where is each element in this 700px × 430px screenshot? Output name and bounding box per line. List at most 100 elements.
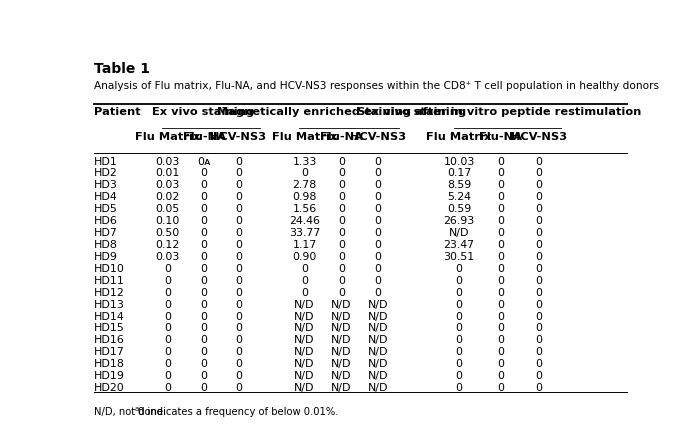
Text: 1.56: 1.56 <box>293 204 316 214</box>
Text: 0: 0 <box>338 288 345 298</box>
Text: 0: 0 <box>338 228 345 238</box>
Text: N/D: N/D <box>368 359 388 369</box>
Text: 0.10: 0.10 <box>155 216 180 226</box>
Text: 0ᴀ: 0ᴀ <box>197 157 211 166</box>
Text: 0: 0 <box>536 276 542 286</box>
Text: 0: 0 <box>234 276 241 286</box>
Text: 0: 0 <box>498 181 505 190</box>
Text: N/D: N/D <box>331 300 351 310</box>
Text: 0: 0 <box>536 300 542 310</box>
Text: 5.24: 5.24 <box>447 192 471 203</box>
Text: 0: 0 <box>234 359 241 369</box>
Text: 0: 0 <box>456 347 463 357</box>
Text: 0: 0 <box>374 204 382 214</box>
Text: HD18: HD18 <box>94 359 125 369</box>
Text: 0: 0 <box>498 240 505 250</box>
Text: 0: 0 <box>234 240 241 250</box>
Text: 26.93: 26.93 <box>444 216 475 226</box>
Text: HD7: HD7 <box>94 228 118 238</box>
Text: HD11: HD11 <box>94 276 125 286</box>
Text: 0: 0 <box>498 204 505 214</box>
Text: 0: 0 <box>374 252 382 262</box>
Text: 0: 0 <box>164 288 172 298</box>
Text: Patient: Patient <box>94 107 141 117</box>
Text: 0: 0 <box>234 169 241 178</box>
Text: HD15: HD15 <box>94 323 125 333</box>
Text: 0: 0 <box>164 323 172 333</box>
Text: 0: 0 <box>164 347 172 357</box>
Text: 0: 0 <box>234 216 241 226</box>
Text: Flu-NA: Flu-NA <box>183 132 225 142</box>
Text: 0: 0 <box>201 192 208 203</box>
Text: 0: 0 <box>498 276 505 286</box>
Text: 0: 0 <box>164 335 172 345</box>
Text: N/D: N/D <box>294 335 315 345</box>
Text: 0: 0 <box>456 288 463 298</box>
Text: Flu Matrix: Flu Matrix <box>135 132 200 142</box>
Text: 0: 0 <box>338 264 345 274</box>
Text: N/D: N/D <box>331 335 351 345</box>
Text: 0: 0 <box>498 216 505 226</box>
Text: 0: 0 <box>536 311 542 322</box>
Text: 0: 0 <box>234 371 241 381</box>
Text: HD8: HD8 <box>94 240 118 250</box>
Text: 0.02: 0.02 <box>155 192 180 203</box>
Text: HD13: HD13 <box>94 300 125 310</box>
Text: 23.47: 23.47 <box>444 240 475 250</box>
Text: 0: 0 <box>234 228 241 238</box>
Text: N/D: N/D <box>368 347 388 357</box>
Text: 0: 0 <box>234 204 241 214</box>
Text: 0: 0 <box>234 335 241 345</box>
Text: 0: 0 <box>374 216 382 226</box>
Text: N/D: N/D <box>368 371 388 381</box>
Text: 0: 0 <box>498 252 505 262</box>
Text: 0: 0 <box>164 371 172 381</box>
Text: HCV-NS3: HCV-NS3 <box>210 132 267 142</box>
Text: HCV-NS3: HCV-NS3 <box>350 132 406 142</box>
Text: 0: 0 <box>201 288 208 298</box>
Text: 0: 0 <box>536 264 542 274</box>
Text: HD5: HD5 <box>94 204 118 214</box>
Text: a: a <box>134 405 139 412</box>
Text: 0.03: 0.03 <box>155 181 180 190</box>
Text: 0: 0 <box>201 347 208 357</box>
Text: 0: 0 <box>234 347 241 357</box>
Text: N/D: N/D <box>368 383 388 393</box>
Text: 0: 0 <box>374 288 382 298</box>
Text: 0.90: 0.90 <box>293 252 316 262</box>
Text: HD1: HD1 <box>94 157 118 166</box>
Text: 0: 0 <box>201 204 208 214</box>
Text: 10.03: 10.03 <box>443 157 475 166</box>
Text: 0: 0 <box>374 157 382 166</box>
Text: 0: 0 <box>234 157 241 166</box>
Text: HCV-NS3: HCV-NS3 <box>511 132 567 142</box>
Text: 0: 0 <box>201 359 208 369</box>
Text: 8.59: 8.59 <box>447 181 471 190</box>
Text: 0: 0 <box>498 300 505 310</box>
Text: 0.03: 0.03 <box>155 157 180 166</box>
Text: 0: 0 <box>338 169 345 178</box>
Text: 0: 0 <box>456 359 463 369</box>
Text: 0: 0 <box>338 252 345 262</box>
Text: 0.98: 0.98 <box>293 192 316 203</box>
Text: N/D: N/D <box>331 383 351 393</box>
Text: 0: 0 <box>498 323 505 333</box>
Text: 0: 0 <box>338 157 345 166</box>
Text: 0: 0 <box>338 204 345 214</box>
Text: 0: 0 <box>164 300 172 310</box>
Text: 0: 0 <box>234 192 241 203</box>
Text: 0.05: 0.05 <box>155 204 180 214</box>
Text: N/D: N/D <box>294 311 315 322</box>
Text: 0: 0 <box>498 157 505 166</box>
Text: N/D: N/D <box>368 311 388 322</box>
Text: N/D: N/D <box>331 347 351 357</box>
Text: 0: 0 <box>201 323 208 333</box>
Text: N/D: N/D <box>368 323 388 333</box>
Text: 0: 0 <box>301 288 308 298</box>
Text: 0: 0 <box>456 383 463 393</box>
Text: 0: 0 <box>234 300 241 310</box>
Text: 0: 0 <box>456 264 463 274</box>
Text: HD10: HD10 <box>94 264 125 274</box>
Text: 0: 0 <box>498 311 505 322</box>
Text: 0: 0 <box>456 311 463 322</box>
